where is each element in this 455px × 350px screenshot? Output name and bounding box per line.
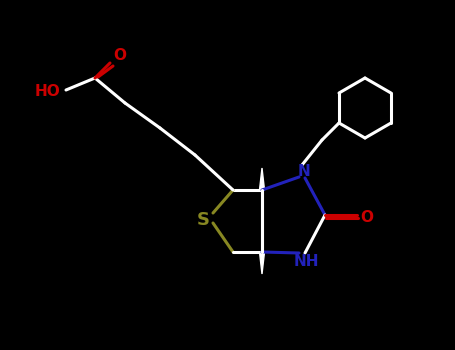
Polygon shape bbox=[259, 168, 264, 190]
Polygon shape bbox=[259, 252, 264, 274]
Text: S: S bbox=[197, 211, 209, 229]
Text: N: N bbox=[298, 163, 310, 178]
Text: O: O bbox=[113, 48, 126, 63]
Text: O: O bbox=[360, 210, 374, 224]
Text: HO: HO bbox=[35, 84, 61, 98]
Text: NH: NH bbox=[293, 253, 319, 268]
